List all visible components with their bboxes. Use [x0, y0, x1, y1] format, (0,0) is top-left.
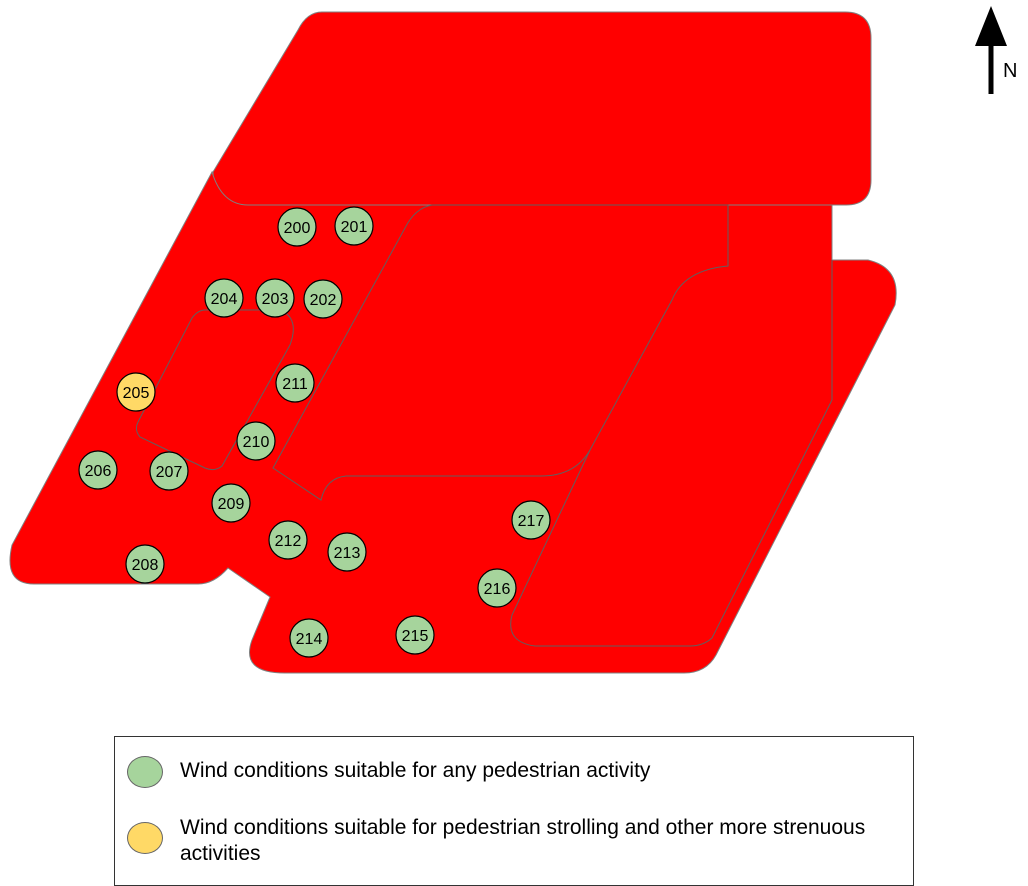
measurement-point-circle	[327, 532, 367, 572]
measurement-point-215: 215	[395, 615, 435, 655]
measurement-point-label: 214	[296, 631, 323, 648]
legend-swatch-green	[127, 756, 163, 788]
measurement-point-label: 217	[518, 513, 545, 530]
measurement-point-label: 208	[132, 557, 159, 574]
measurement-point-201: 201	[334, 206, 374, 246]
measurement-point-label: 211	[282, 376, 308, 393]
measurement-point-circle	[78, 450, 118, 490]
measurement-point-label: 207	[156, 464, 183, 481]
measurement-point-circle	[277, 207, 317, 247]
markers-layer: 200 201 202 203 204 205 206 207 208 209 210 211 212 2…	[78, 206, 551, 658]
measurement-point-207: 207	[149, 451, 189, 491]
site-area-ground	[9, 170, 897, 674]
measurement-point-208: 208	[125, 544, 165, 584]
measurement-point-205: 205	[116, 372, 156, 412]
measurement-point-label: 201	[341, 219, 368, 236]
measurement-point-label: 213	[334, 545, 361, 562]
measurement-point-circle	[204, 278, 244, 318]
measurement-point-209: 209	[211, 483, 251, 523]
legend-label: Wind conditions suitable for any pedestr…	[180, 759, 651, 782]
measurement-point-206: 206	[78, 450, 118, 490]
measurement-point-circle	[303, 279, 343, 319]
measurement-point-210: 210	[236, 421, 276, 461]
measurement-point-circle	[289, 618, 329, 658]
measurement-point-label: 210	[243, 434, 270, 451]
legend-swatch-yellow	[127, 822, 163, 854]
measurement-point-204: 204	[204, 278, 244, 318]
footprint-southeast	[510, 260, 833, 647]
measurement-point-label: 203	[262, 291, 289, 308]
footprint-central	[272, 204, 729, 501]
measurement-point-202: 202	[303, 279, 343, 319]
measurement-point-203: 203	[255, 278, 295, 318]
site-plan: 200 201 202 203 204 205 206 207 208 209 210 211 212 2…	[9, 6, 1017, 674]
measurement-point-circle	[511, 500, 551, 540]
measurement-point-label: 212	[275, 533, 302, 550]
measurement-point-217: 217	[511, 500, 551, 540]
measurement-point-label: 206	[85, 463, 112, 480]
legend: Wind conditions suitable for any pedestr…	[114, 736, 914, 886]
measurement-point-circle	[334, 206, 374, 246]
north-arrow-label: N	[1003, 60, 1017, 82]
measurement-point-circle	[236, 421, 276, 461]
measurement-point-circle	[255, 278, 295, 318]
measurement-point-circle	[125, 544, 165, 584]
measurement-point-circle	[149, 451, 189, 491]
measurement-point-214: 214	[289, 618, 329, 658]
measurement-point-circle	[211, 483, 251, 523]
measurement-point-circle	[477, 568, 517, 608]
measurement-point-circle	[268, 520, 308, 560]
north-arrow: N	[975, 6, 1017, 94]
measurement-point-label: 216	[484, 581, 511, 598]
measurement-point-label: 204	[211, 291, 238, 308]
measurement-point-label: 215	[402, 628, 429, 645]
measurement-point-213: 213	[327, 532, 367, 572]
footprint-west	[135, 309, 294, 471]
measurement-point-circle	[275, 363, 315, 403]
measurement-point-label: 205	[123, 385, 150, 402]
measurement-point-211: 211	[275, 363, 315, 403]
measurement-point-circle	[116, 372, 156, 412]
measurement-point-212: 212	[268, 520, 308, 560]
measurement-point-circle	[395, 615, 435, 655]
site-area-north-block	[212, 11, 872, 206]
measurement-point-label: 202	[310, 292, 337, 309]
measurement-point-label: 209	[218, 496, 245, 513]
north-arrow-head	[975, 6, 1007, 46]
measurement-point-label: 200	[284, 220, 311, 237]
measurement-point-200: 200	[277, 207, 317, 247]
legend-label: Wind conditions suitable for pedestrian …	[180, 816, 866, 865]
measurement-point-216: 216	[477, 568, 517, 608]
